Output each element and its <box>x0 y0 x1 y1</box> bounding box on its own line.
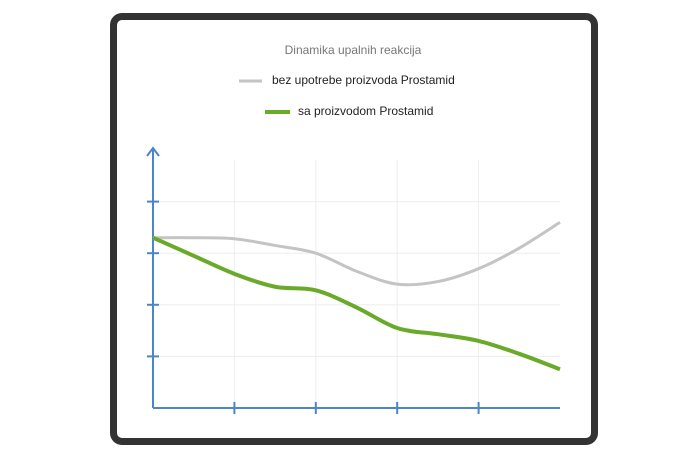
series-line <box>152 235 561 372</box>
legend-label: sa proizvodom Prostamid <box>298 104 433 118</box>
frame <box>110 13 598 445</box>
series-line <box>152 220 561 287</box>
y-axis-arrow <box>146 146 160 157</box>
legend-label: bez upotrebe proizvoda Prostamid <box>272 73 455 87</box>
chart-title: Dinamika upalnih reakcija <box>285 43 422 57</box>
